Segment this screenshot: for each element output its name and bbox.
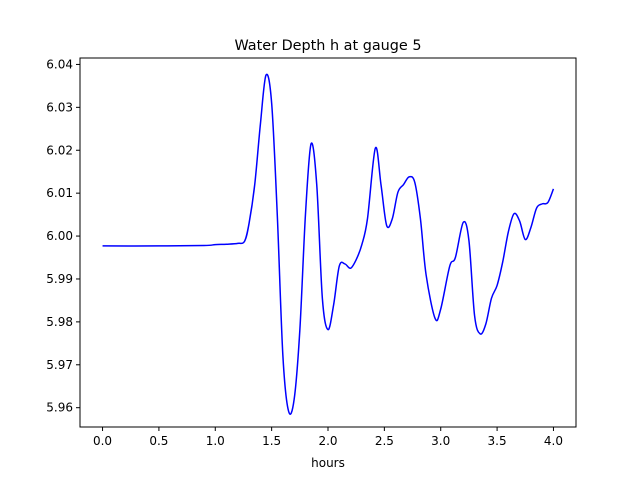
x-axis-label: hours — [311, 456, 345, 470]
y-axis: 5.96 5.97 5.98 5.99 6.00 6.01 6.02 6.03 6.04 — [46, 57, 80, 415]
x-tick-label: 1.0 — [206, 434, 225, 448]
y-tick-label: 6.03 — [46, 100, 73, 114]
x-tick-label: 1.5 — [262, 434, 281, 448]
y-tick-label: 6.01 — [46, 186, 73, 200]
plot-frame — [79, 57, 577, 428]
x-tick-label: 4.0 — [544, 434, 563, 448]
x-tick-label: 0.5 — [149, 434, 168, 448]
plot-area — [102, 73, 555, 415]
y-tick-label: 5.96 — [46, 401, 73, 415]
x-tick-label: 2.0 — [318, 434, 337, 448]
x-tick-label: 2.5 — [375, 434, 394, 448]
y-tick-label: 6.02 — [46, 143, 73, 157]
y-tick-label: 6.00 — [46, 229, 73, 243]
y-tick-label: 5.99 — [46, 272, 73, 286]
chart-title: Water Depth h at gauge 5 — [234, 38, 421, 54]
x-tick-label: 3.0 — [431, 434, 450, 448]
x-tick-label: 3.5 — [488, 434, 507, 448]
y-tick-label: 5.97 — [46, 358, 73, 372]
y-tick-label: 6.04 — [46, 57, 73, 71]
y-tick-label: 5.98 — [46, 315, 73, 329]
series-line-0 — [102, 73, 555, 415]
x-axis: 0.0 0.5 1.0 1.5 2.0 2.5 3.0 3.5 4.0 — [93, 427, 563, 448]
x-tick-label: 0.0 — [93, 434, 112, 448]
